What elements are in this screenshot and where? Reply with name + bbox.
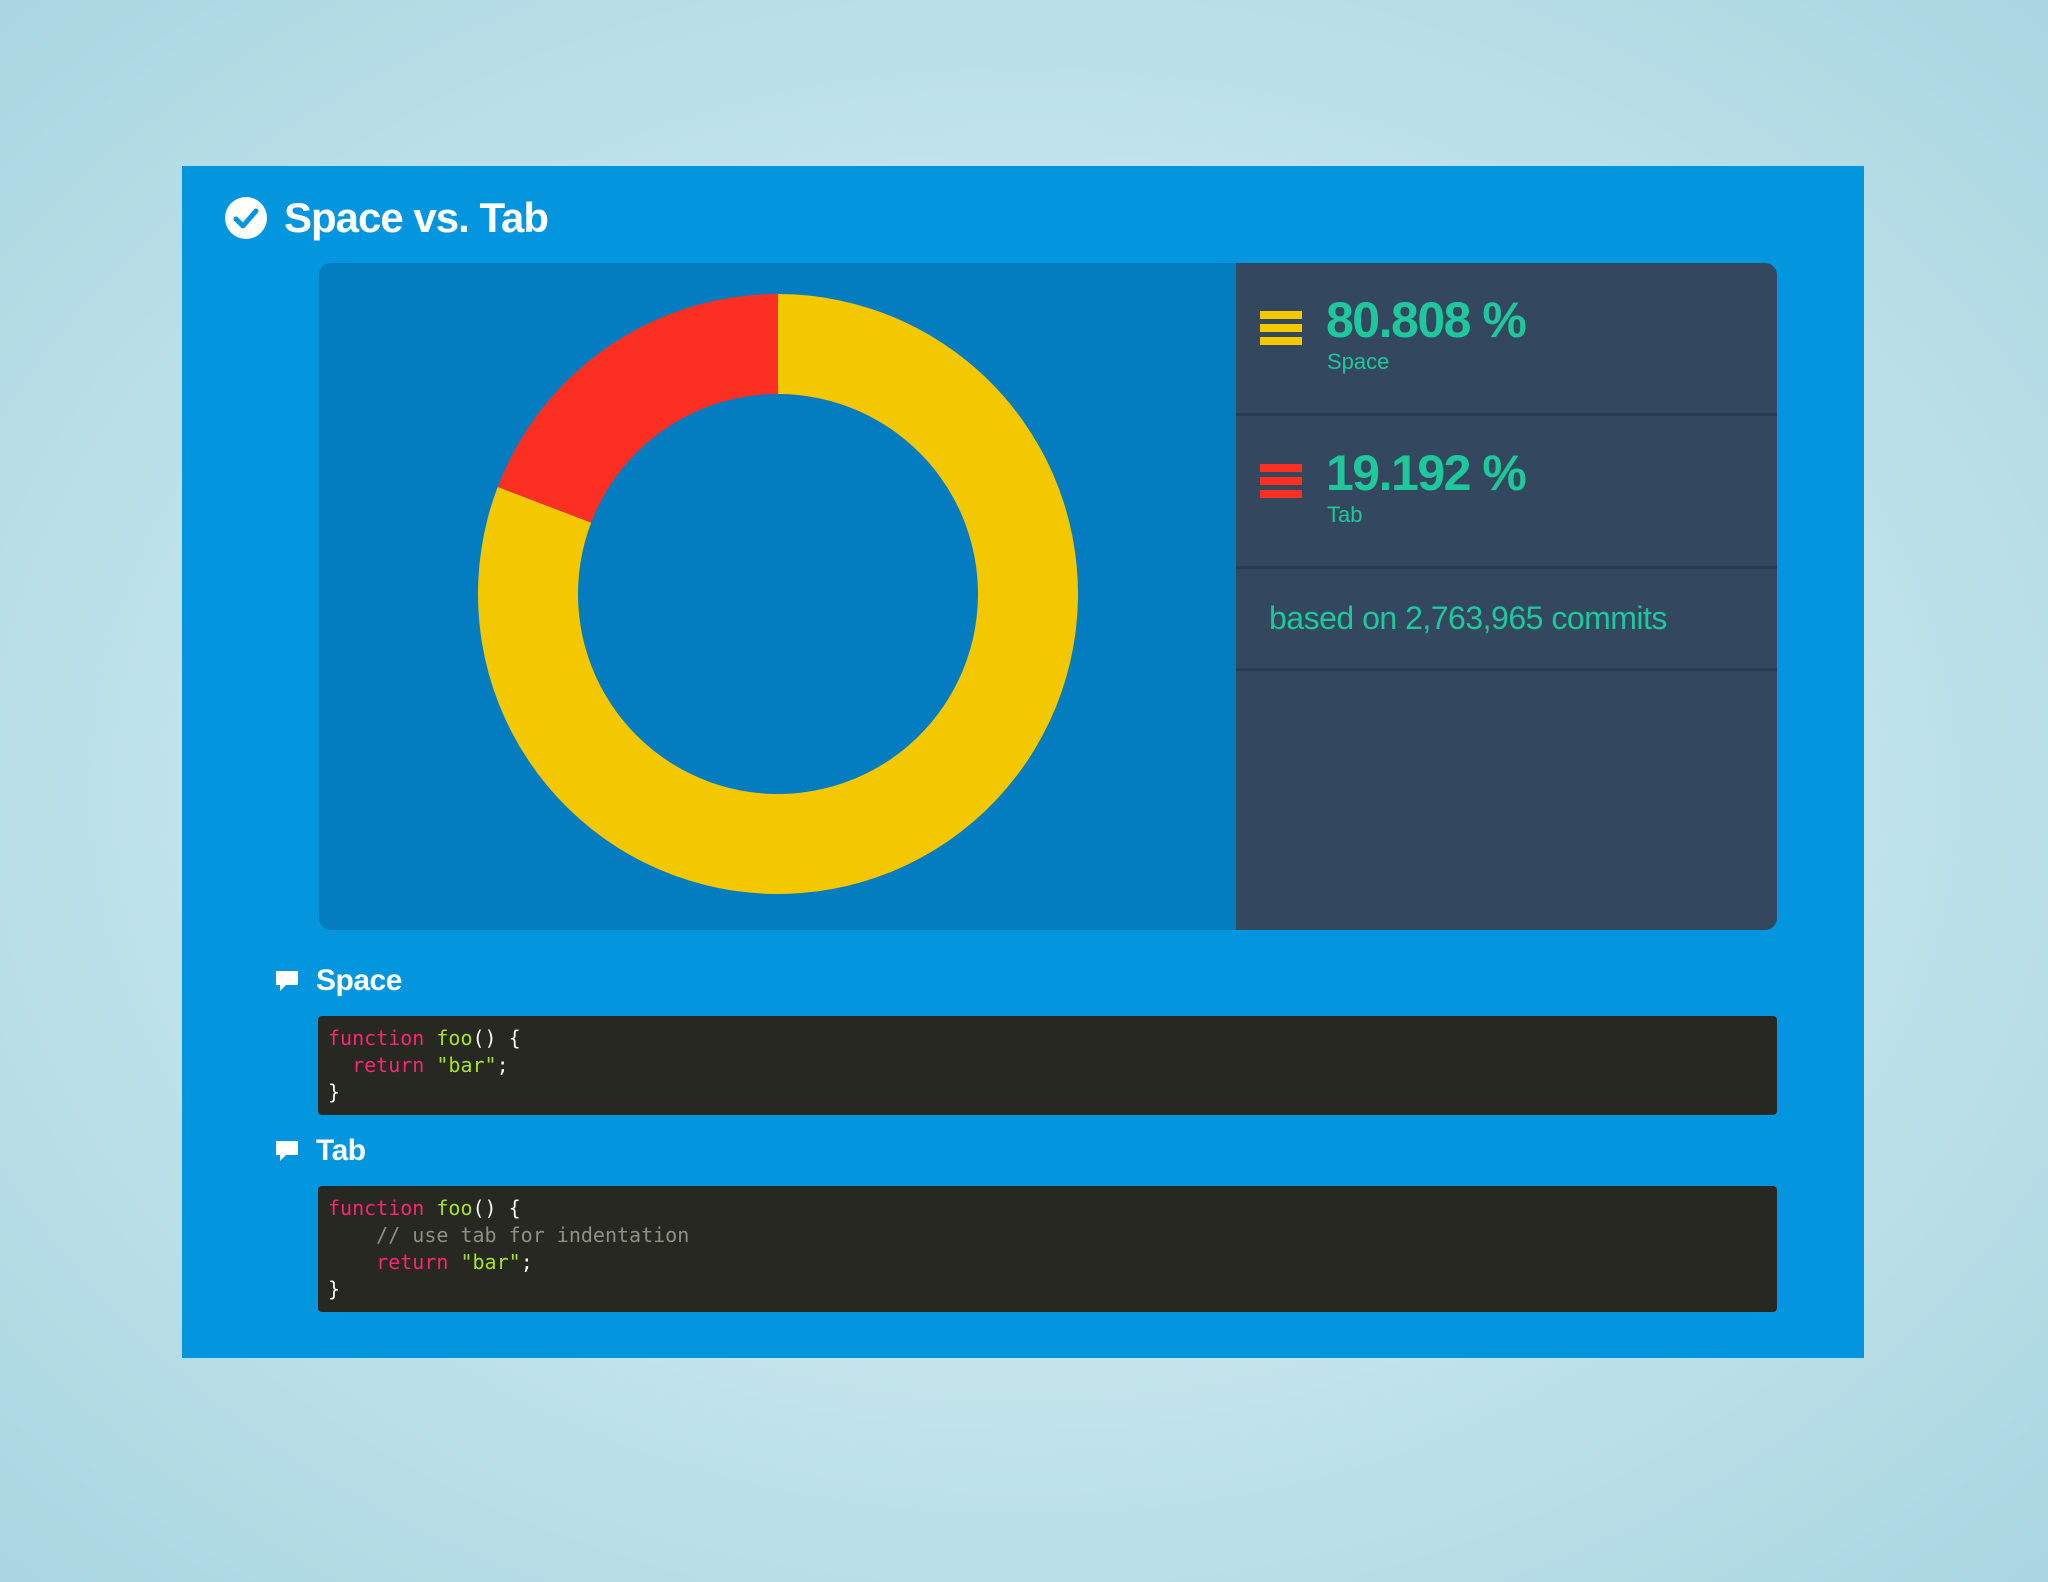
legend-value: 80.808 %	[1326, 292, 1527, 348]
page-title: Space vs. Tab	[284, 194, 549, 241]
code-line: return "bar";	[376, 1250, 533, 1274]
chart-card: Space vs. Tab 80.808 % Space 19.192 % Ta…	[182, 166, 1864, 1358]
section-heading-space: Space	[274, 964, 402, 998]
comment-icon	[276, 1141, 298, 1161]
donut-chart	[478, 294, 1078, 895]
legend-value: 19.192 %	[1326, 445, 1527, 501]
check-circle-icon	[225, 197, 267, 239]
legend-label: Space	[1327, 349, 1390, 374]
code-block-space: function foo() { return "bar";}	[318, 1016, 1777, 1115]
stripes-icon	[1260, 464, 1302, 504]
comment-icon	[276, 971, 298, 991]
card-header: Space vs. Tab	[224, 188, 549, 248]
legend-panel: 80.808 % Space 19.192 % Tab based on 2,7…	[1236, 263, 1777, 930]
donut-slice-tab	[497, 294, 778, 523]
code-line: function foo() {	[328, 1196, 521, 1220]
code-line: // use tab for indentation	[376, 1223, 690, 1247]
code-line: }	[328, 1277, 341, 1301]
code-line: function foo() {	[328, 1026, 521, 1050]
section-title: Space	[316, 964, 402, 997]
code-line: }	[328, 1080, 341, 1104]
section-title: Tab	[316, 1134, 366, 1167]
legend-label: Tab	[1327, 502, 1363, 527]
donut-slice-space	[478, 294, 1078, 895]
code-line: return "bar";	[352, 1053, 509, 1077]
chart-panel: 80.808 % Space 19.192 % Tab based on 2,7…	[319, 263, 1777, 930]
section-heading-tab: Tab	[274, 1134, 366, 1168]
legend-item-tab: 19.192 % Tab	[1236, 416, 1777, 569]
legend-item-space: 80.808 % Space	[1236, 263, 1777, 416]
donut-chart-area	[319, 263, 1236, 930]
code-block-tab: function foo() { // use tab for indentat…	[318, 1186, 1777, 1312]
stripes-icon	[1260, 311, 1302, 351]
commit-count: based on 2,763,965 commits	[1236, 569, 1777, 671]
